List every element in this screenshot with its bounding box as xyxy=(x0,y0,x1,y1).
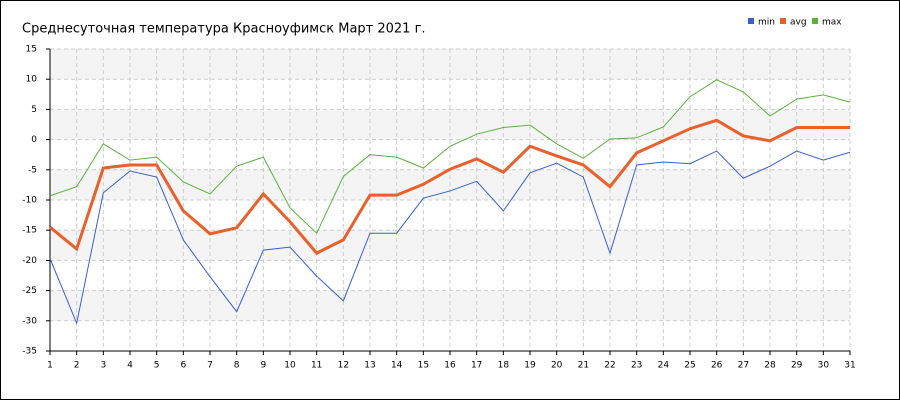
y-tick-label: 0 xyxy=(31,135,37,145)
x-tick-label: 25 xyxy=(684,361,695,371)
x-tick-label: 11 xyxy=(311,361,322,371)
y-tick-label: -10 xyxy=(22,196,37,206)
x-tick-label: 28 xyxy=(764,361,776,371)
x-tick-label: 13 xyxy=(364,361,375,371)
chart-title: Среднесуточная температура Красноуфимск … xyxy=(22,22,426,37)
x-tick-label: 4 xyxy=(127,361,133,371)
x-tick-label: 15 xyxy=(418,361,429,371)
x-tick-label: 7 xyxy=(207,361,213,371)
x-tick-label: 12 xyxy=(338,361,349,371)
legend-label: min xyxy=(758,18,775,28)
x-tick-label: 8 xyxy=(234,361,240,371)
y-tick-label: -35 xyxy=(22,347,37,357)
series-line xyxy=(49,79,851,235)
x-tick-label: 31 xyxy=(844,361,855,371)
y-tick-label: -20 xyxy=(22,256,37,266)
x-tick-label: 22 xyxy=(604,361,615,371)
y-tick-label: 15 xyxy=(26,45,37,55)
x-tick-label: 14 xyxy=(391,361,403,371)
x-tick-label: 17 xyxy=(471,361,482,371)
x-tick-label: 29 xyxy=(791,361,803,371)
y-tick-label: -15 xyxy=(22,226,37,236)
x-tick-label: 16 xyxy=(444,361,456,371)
x-tick-label: 24 xyxy=(658,361,670,371)
y-tick-label: 5 xyxy=(31,105,37,115)
y-tick-label: -25 xyxy=(22,286,37,296)
x-tick-label: 1 xyxy=(47,361,53,371)
x-tick-label: 5 xyxy=(154,361,160,371)
x-tick-label: 2 xyxy=(74,361,80,371)
x-tick-label: 23 xyxy=(631,361,642,371)
y-tick-label: -5 xyxy=(28,165,37,175)
y-tick-label: -30 xyxy=(22,316,37,326)
legend-swatch xyxy=(812,18,818,24)
x-tick-label: 6 xyxy=(180,361,186,371)
x-tick-label: 30 xyxy=(818,361,830,371)
series-line xyxy=(49,118,850,256)
x-tick-label: 27 xyxy=(738,361,749,371)
x-tick-label: 9 xyxy=(260,361,266,371)
x-tick-label: 20 xyxy=(551,361,563,371)
x-tick-label: 3 xyxy=(100,361,106,371)
series-line xyxy=(49,150,851,325)
x-tick-label: 21 xyxy=(578,361,589,371)
x-tick-label: 10 xyxy=(284,361,296,371)
legend-label: avg xyxy=(790,18,807,28)
x-tick-label: 18 xyxy=(498,361,510,371)
y-tick-label: 10 xyxy=(26,75,38,85)
legend-label: max xyxy=(822,18,842,28)
legend-swatch xyxy=(780,18,786,24)
x-tick-label: 26 xyxy=(711,361,723,371)
x-tick-label: 19 xyxy=(524,361,536,371)
legend-swatch xyxy=(748,18,754,24)
